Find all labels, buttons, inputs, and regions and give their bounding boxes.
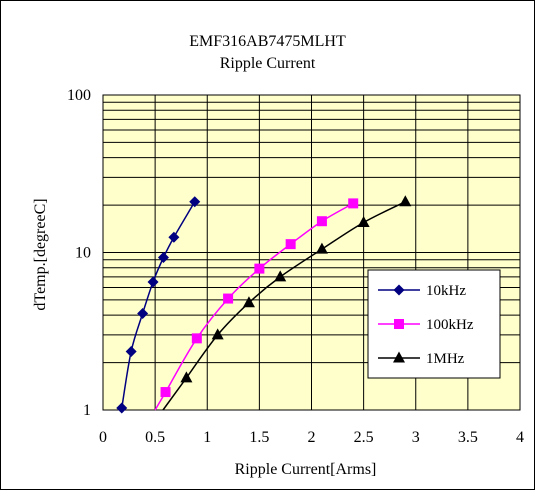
x-tick-label: 2.5 [354, 429, 374, 446]
data-point-1 [254, 263, 265, 274]
x-tick-label: 3 [412, 429, 420, 446]
data-point-1 [285, 239, 296, 250]
legend-marker-0 [393, 284, 405, 296]
x-tick-label: 0.5 [145, 429, 165, 446]
data-point-1 [348, 198, 359, 209]
legend-label: 1MHz [426, 351, 465, 367]
data-point-1 [316, 216, 327, 227]
x-tick-label: 1.5 [249, 429, 269, 446]
chart-subtitle: Ripple Current [219, 55, 316, 72]
data-point-1 [191, 333, 202, 344]
data-point-2 [180, 371, 193, 383]
y-tick-label: 1 [83, 402, 91, 419]
x-tick-label: 4 [516, 429, 524, 446]
x-tick-label: 1 [203, 429, 211, 446]
data-point-0 [168, 231, 180, 243]
data-point-0 [125, 346, 137, 358]
data-point-2 [357, 216, 370, 228]
x-tick-label: 0 [99, 429, 107, 446]
y-tick-label: 100 [67, 87, 91, 104]
data-point-0 [189, 196, 201, 208]
data-point-2 [274, 270, 287, 282]
data-point-2 [242, 296, 255, 308]
data-point-0 [157, 251, 169, 263]
legend-marker-2 [393, 351, 405, 363]
data-point-1 [223, 293, 234, 304]
data-point-2 [315, 242, 328, 254]
x-axis-label: Ripple Current[Arms] [235, 461, 377, 478]
y-tick-label: 10 [75, 245, 91, 262]
data-point-0 [137, 307, 149, 319]
legend-label: 100kHz [426, 317, 474, 333]
x-tick-label: 3.5 [458, 429, 478, 446]
legend-marker-1 [394, 319, 404, 329]
plot-border [102, 94, 521, 411]
y-axis-label: dTemp.[degreeC] [32, 198, 49, 310]
data-point-2 [399, 195, 412, 207]
data-point-0 [116, 402, 128, 414]
data-point-0 [147, 276, 159, 288]
data-point-1 [160, 387, 171, 398]
legend-label: 10kHz [426, 283, 466, 299]
chart-title: EMF316AB7475MLHT [189, 33, 346, 50]
data-point-2 [211, 328, 224, 340]
x-tick-label: 2 [308, 429, 316, 446]
